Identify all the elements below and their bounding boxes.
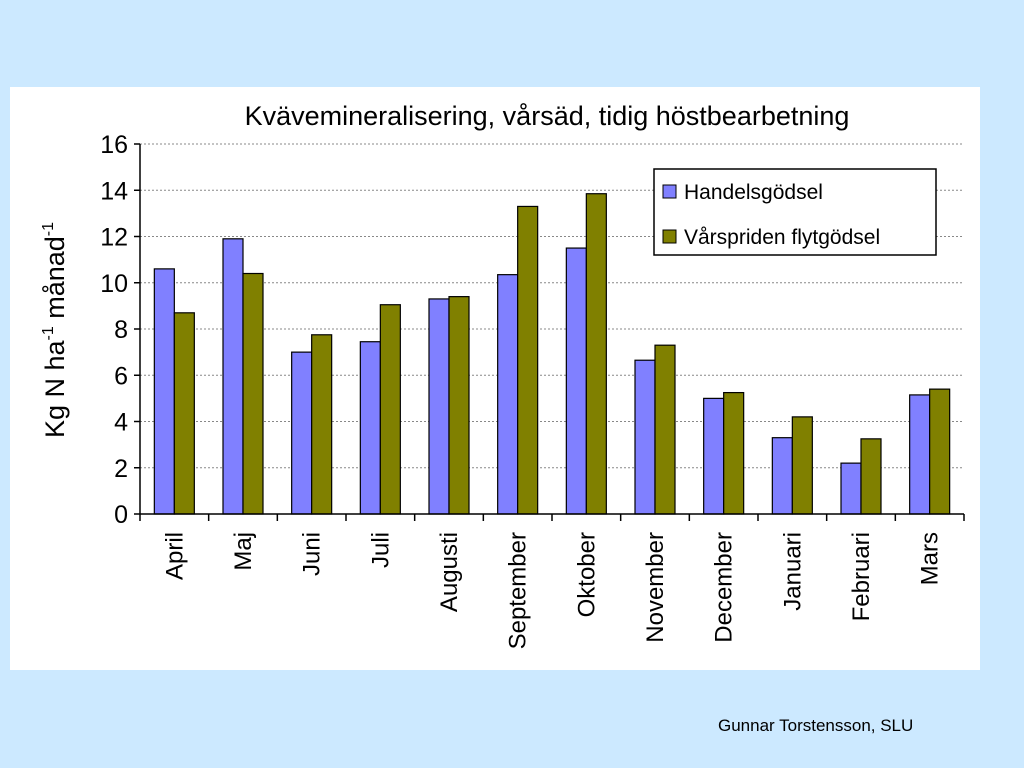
- x-tick-label: Juni: [299, 532, 326, 576]
- x-tick-label: November: [642, 532, 669, 643]
- bar-handelsgodsel: [634, 359, 656, 515]
- chart-panel: Kvävemineralisering, vårsäd, tidig höstb…: [10, 87, 980, 670]
- y-tick-label: 16: [100, 131, 128, 159]
- legend: Handelsgödsel Vårspriden flytgödsel: [653, 168, 937, 256]
- bar-handelsgodsel: [771, 437, 793, 515]
- y-tick-label: 6: [114, 362, 128, 390]
- y-tick-label: 12: [100, 224, 128, 252]
- x-tick-label: April: [161, 532, 188, 580]
- bar-varspriden: [173, 312, 195, 515]
- bars: [153, 193, 951, 515]
- y-tick-label: 8: [114, 316, 128, 344]
- bar-handelsgodsel: [291, 351, 313, 515]
- y-tick-label: 2: [114, 455, 128, 483]
- bar-handelsgodsel: [565, 247, 587, 515]
- bar-varspriden: [517, 205, 539, 515]
- bar-varspriden: [448, 296, 470, 515]
- x-tick-label: September: [505, 532, 532, 649]
- y-tick-labels: 0 2 4 6 8 10 12 14 16: [100, 131, 128, 529]
- bar-handelsgodsel: [497, 274, 519, 515]
- bar-handelsgodsel: [153, 268, 175, 515]
- y-tick-label: 14: [100, 177, 128, 205]
- x-tick-label: Augusti: [436, 532, 463, 612]
- legend-box: [653, 168, 937, 256]
- y-axis-label-sup1: -1: [40, 326, 57, 340]
- x-tick-label: Juli: [367, 532, 394, 568]
- bar-handelsgodsel: [428, 298, 450, 515]
- bar-varspriden: [791, 416, 813, 515]
- credit-text: Gunnar Torstensson, SLU: [718, 716, 914, 735]
- bar-handelsgodsel: [840, 462, 862, 515]
- y-tick-label: 0: [114, 501, 128, 529]
- bar-handelsgodsel: [909, 394, 931, 515]
- legend-swatch-varspriden: [662, 229, 677, 244]
- legend-label-handelsgodsel: Handelsgödsel: [684, 181, 823, 204]
- y-axis-label-sup2: -1: [40, 222, 57, 236]
- x-tick-label: Oktober: [573, 532, 600, 617]
- y-axis-label-mid: månad: [40, 236, 70, 326]
- bar-handelsgodsel: [222, 238, 244, 515]
- axes: [134, 143, 965, 521]
- x-tick-label: Februari: [848, 532, 875, 621]
- bar-varspriden: [311, 334, 333, 515]
- bar-varspriden: [379, 304, 401, 515]
- bar-varspriden: [654, 344, 676, 515]
- x-tick-label: December: [711, 532, 738, 643]
- bar-varspriden: [242, 272, 264, 515]
- y-tick-label: 4: [114, 409, 128, 437]
- y-axis-label: Kg N ha-1 månad-1: [40, 222, 70, 438]
- chart-title: Kvävemineralisering, vårsäd, tidig höstb…: [245, 101, 850, 131]
- bar-varspriden: [860, 438, 882, 515]
- y-axis-label-base: Kg N ha: [40, 340, 70, 439]
- bar-chart: Kvävemineralisering, vårsäd, tidig höstb…: [40, 101, 965, 649]
- bar-varspriden: [929, 388, 951, 515]
- legend-label-varspriden: Vårspriden flytgödsel: [684, 226, 880, 249]
- bar-handelsgodsel: [359, 341, 381, 515]
- x-tick-label: Januari: [779, 532, 806, 611]
- bar-varspriden: [723, 391, 745, 515]
- x-tick-labels: April Maj Juni Juli Augusti September Oktober N…: [161, 532, 943, 649]
- legend-swatch-handelsgodsel: [662, 184, 677, 199]
- gridlines: [140, 143, 964, 469]
- y-tick-label: 10: [100, 270, 128, 298]
- x-tick-label: Mars: [917, 532, 944, 585]
- x-tick-label: Maj: [230, 532, 257, 571]
- bar-handelsgodsel: [703, 397, 725, 515]
- bar-varspriden: [585, 193, 607, 515]
